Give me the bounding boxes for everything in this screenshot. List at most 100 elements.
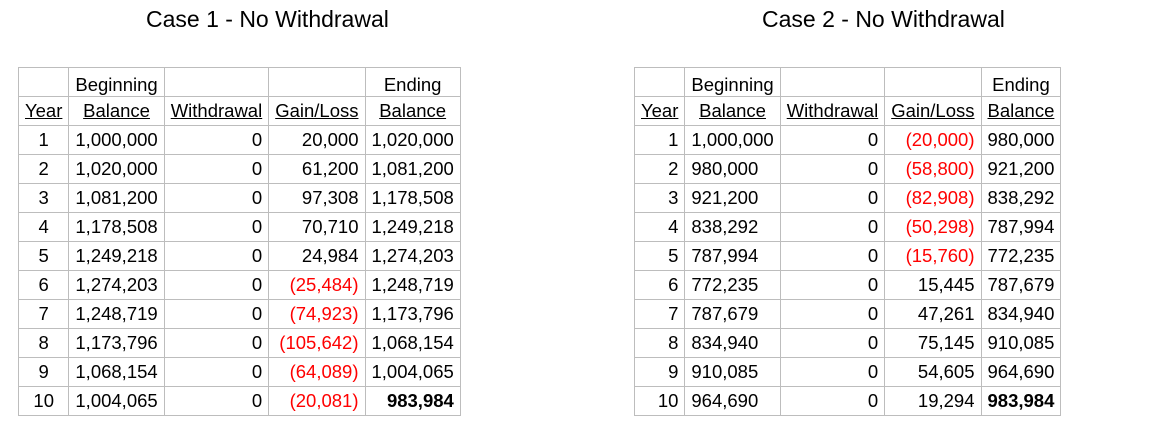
- cell-gain-loss: (50,298): [884, 212, 982, 242]
- header-cell-gain-loss: [268, 67, 366, 97]
- case-1-table-body: Beginning Ending Year Balance Withdrawal Gain…: [17, 67, 461, 416]
- cell-beginning-balance: 1,068,154: [68, 357, 165, 387]
- cell-withdrawal: 0: [163, 386, 270, 416]
- header-cell-gain-loss: [884, 67, 982, 97]
- column-header-year: Year: [17, 96, 70, 126]
- cell-year: 3: [633, 183, 686, 213]
- cell-withdrawal: 0: [779, 183, 886, 213]
- table-row: 8 834,940 0 75,145 910,085: [633, 328, 1062, 358]
- cell-withdrawal: 0: [779, 299, 886, 329]
- cell-ending-balance: 1,178,508: [364, 183, 461, 213]
- table-row: 2 980,000 0 (58,800) 921,200: [633, 154, 1062, 184]
- header-cell-year: [17, 67, 70, 97]
- cell-beginning-balance: 1,274,203: [68, 270, 165, 300]
- cell-year: 2: [17, 154, 70, 184]
- cell-ending-balance: 1,068,154: [364, 328, 461, 358]
- cell-beginning-balance: 1,000,000: [68, 125, 165, 155]
- column-header-gain-loss: Gain/Loss: [268, 96, 366, 126]
- column-header-year: Year: [633, 96, 686, 126]
- cell-withdrawal: 0: [163, 154, 270, 184]
- cell-year: 2: [633, 154, 686, 184]
- cell-year: 9: [633, 357, 686, 387]
- cell-gain-loss: (25,484): [268, 270, 366, 300]
- table-row: 4 838,292 0 (50,298) 787,994: [633, 212, 1062, 242]
- cell-withdrawal: 0: [779, 212, 886, 242]
- cell-year: 10: [633, 386, 686, 416]
- table-row: 4 1,178,508 0 70,710 1,249,218: [17, 212, 461, 242]
- cell-gain-loss: 47,261: [884, 299, 982, 329]
- cell-beginning-balance: 834,940: [684, 328, 781, 358]
- cell-withdrawal: 0: [163, 270, 270, 300]
- table-row: 10 964,690 0 19,294 983,984: [633, 386, 1062, 416]
- cell-beginning-balance: 838,292: [684, 212, 781, 242]
- table-row: 9 1,068,154 0 (64,089) 1,004,065: [17, 357, 461, 387]
- header-cell-ending-balance: Ending: [364, 67, 461, 97]
- cell-ending-balance: 838,292: [980, 183, 1062, 213]
- cell-withdrawal: 0: [779, 386, 886, 416]
- cell-gain-loss: (64,089): [268, 357, 366, 387]
- header-row-1: Beginning Ending: [633, 67, 1062, 97]
- cell-ending-balance: 964,690: [980, 357, 1062, 387]
- column-header-withdrawal: Withdrawal: [779, 96, 886, 126]
- cell-ending-balance: 1,173,796: [364, 299, 461, 329]
- cell-year: 6: [633, 270, 686, 300]
- cell-withdrawal: 0: [163, 328, 270, 358]
- cell-gain-loss: 54,605: [884, 357, 982, 387]
- cell-withdrawal: 0: [163, 183, 270, 213]
- table-row: 5 1,249,218 0 24,984 1,274,203: [17, 241, 461, 271]
- header-cell-ending-balance: Ending: [980, 67, 1062, 97]
- cell-gain-loss: (20,000): [884, 125, 982, 155]
- cell-year: 7: [633, 299, 686, 329]
- table-row: 3 1,081,200 0 97,308 1,178,508: [17, 183, 461, 213]
- cell-gain-loss: 24,984: [268, 241, 366, 271]
- cell-ending-balance: 1,020,000: [364, 125, 461, 155]
- table-row: 2 1,020,000 0 61,200 1,081,200: [17, 154, 461, 184]
- cell-year: 1: [17, 125, 70, 155]
- column-header-ending-balance: Balance: [980, 96, 1062, 126]
- cell-ending-balance: 983,984: [364, 386, 461, 416]
- cell-year: 8: [17, 328, 70, 358]
- cell-beginning-balance: 980,000: [684, 154, 781, 184]
- cell-withdrawal: 0: [779, 241, 886, 271]
- cell-year: 6: [17, 270, 70, 300]
- table-row: 5 787,994 0 (15,760) 772,235: [633, 241, 1062, 271]
- cell-withdrawal: 0: [163, 241, 270, 271]
- cell-withdrawal: 0: [163, 299, 270, 329]
- table-row: 7 1,248,719 0 (74,923) 1,173,796: [17, 299, 461, 329]
- cell-year: 4: [633, 212, 686, 242]
- cell-gain-loss: (105,642): [268, 328, 366, 358]
- cell-year: 4: [17, 212, 70, 242]
- cell-withdrawal: 0: [163, 212, 270, 242]
- cell-withdrawal: 0: [779, 328, 886, 358]
- cell-year: 5: [17, 241, 70, 271]
- cell-beginning-balance: 1,004,065: [68, 386, 165, 416]
- cell-gain-loss: 20,000: [268, 125, 366, 155]
- cell-withdrawal: 0: [779, 154, 886, 184]
- cell-beginning-balance: 964,690: [684, 386, 781, 416]
- header-row-2: Year Balance Withdrawal Gain/Loss Balance: [633, 96, 1062, 126]
- cell-year: 9: [17, 357, 70, 387]
- header-cell-year: [633, 67, 686, 97]
- cell-ending-balance: 983,984: [980, 386, 1062, 416]
- cell-withdrawal: 0: [163, 125, 270, 155]
- cell-ending-balance: 1,249,218: [364, 212, 461, 242]
- cell-year: 7: [17, 299, 70, 329]
- table-row: 7 787,679 0 47,261 834,940: [633, 299, 1062, 329]
- table-row: 6 1,274,203 0 (25,484) 1,248,719: [17, 270, 461, 300]
- table-row: 10 1,004,065 0 (20,081) 983,984: [17, 386, 461, 416]
- cell-gain-loss: 15,445: [884, 270, 982, 300]
- cell-withdrawal: 0: [779, 125, 886, 155]
- cell-beginning-balance: 787,994: [684, 241, 781, 271]
- cell-gain-loss: (74,923): [268, 299, 366, 329]
- cell-ending-balance: 921,200: [980, 154, 1062, 184]
- cell-gain-loss: (20,081): [268, 386, 366, 416]
- cell-gain-loss: 75,145: [884, 328, 982, 358]
- cell-beginning-balance: 772,235: [684, 270, 781, 300]
- cell-beginning-balance: 787,679: [684, 299, 781, 329]
- table-row: 8 1,173,796 0 (105,642) 1,068,154: [17, 328, 461, 358]
- header-row-1: Beginning Ending: [17, 67, 461, 97]
- cell-ending-balance: 910,085: [980, 328, 1062, 358]
- table-row: 1 1,000,000 0 (20,000) 980,000: [633, 125, 1062, 155]
- cell-ending-balance: 1,081,200: [364, 154, 461, 184]
- header-cell-withdrawal: [779, 67, 886, 97]
